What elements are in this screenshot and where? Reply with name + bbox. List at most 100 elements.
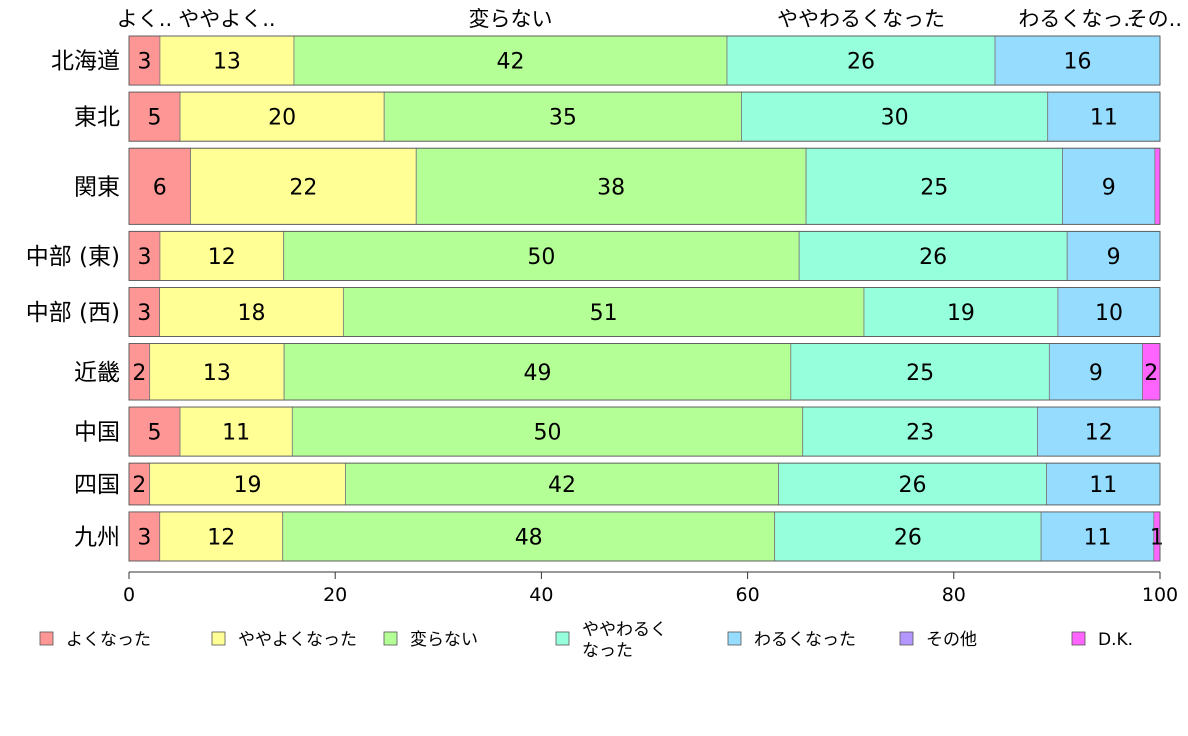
- data-label: 12: [207, 525, 235, 550]
- bar-frame: [128, 147, 1161, 225]
- bar-segment: [283, 343, 792, 401]
- category-label: 中部 (西): [26, 300, 120, 326]
- data-label: 30: [881, 106, 909, 131]
- legend-label: 変らない: [410, 630, 478, 650]
- x-tick-label: 80: [942, 584, 966, 606]
- data-label: 11: [222, 421, 250, 446]
- x-tick-label: 100: [1142, 584, 1178, 606]
- bar-frame: [128, 287, 1161, 337]
- bar-frame: [128, 91, 1161, 142]
- data-label: 11: [1083, 525, 1111, 550]
- bar-segment: [383, 91, 742, 142]
- data-label: 3: [137, 301, 151, 326]
- bar-segment: [1154, 147, 1161, 225]
- legend-swatch: [555, 631, 570, 646]
- data-label: 6: [153, 175, 167, 200]
- legend-label: D.K.: [1098, 630, 1133, 650]
- bar-segment: [798, 230, 1068, 281]
- data-label: 2: [132, 473, 146, 498]
- bar-segment: [190, 147, 417, 225]
- bar-segment: [1057, 287, 1161, 337]
- data-label: 35: [549, 106, 577, 131]
- data-label: 13: [213, 50, 241, 75]
- bar-segment: [128, 35, 161, 86]
- data-label: 12: [1085, 421, 1113, 446]
- legend-swatch: [727, 631, 742, 646]
- data-label: 1: [1150, 525, 1164, 550]
- data-label: 9: [1102, 175, 1116, 200]
- data-label: 50: [534, 421, 562, 446]
- x-tick-label: 40: [529, 584, 553, 606]
- data-label: 13: [203, 361, 231, 386]
- bar-segment: [179, 91, 385, 142]
- bar-segment: [1066, 230, 1161, 281]
- category-label: 中部 (東): [26, 244, 120, 270]
- bar-frame: [128, 230, 1161, 281]
- bar-segment: [726, 35, 996, 86]
- data-label: 5: [148, 106, 162, 131]
- bar-segment: [802, 406, 1038, 457]
- bar-segment: [994, 35, 1161, 86]
- bar-frame: [128, 35, 1161, 86]
- data-label: 38: [597, 175, 625, 200]
- data-label: 11: [1090, 106, 1118, 131]
- top-label: ややよく..: [178, 7, 275, 31]
- category-label: 四国: [74, 472, 120, 498]
- bar-segment: [1048, 343, 1143, 401]
- data-label: 51: [590, 301, 618, 326]
- legend-label: その他: [926, 630, 977, 650]
- bar-segment: [342, 287, 865, 337]
- data-label: 22: [289, 175, 317, 200]
- data-label: 3: [137, 525, 151, 550]
- data-label: 12: [208, 245, 236, 270]
- legend-swatch: [899, 631, 914, 646]
- bar-segment: [774, 511, 1042, 562]
- data-label: 2: [1144, 361, 1158, 386]
- bar-segment: [805, 147, 1063, 225]
- data-label: 26: [847, 50, 875, 75]
- legend-label: ややよくなった: [238, 630, 357, 650]
- data-label: 5: [148, 421, 162, 446]
- category-label: 関東: [74, 174, 120, 200]
- data-label: 50: [527, 245, 555, 270]
- data-label: 18: [237, 301, 265, 326]
- top-category-labels: よく.. ややよく.. 変らない ややわるくなった わるくなっ..その..: [117, 7, 1182, 31]
- legend-swatch: [211, 631, 226, 646]
- bar-frame: [128, 511, 1161, 562]
- data-label: 16: [1064, 50, 1092, 75]
- data-label: 42: [496, 50, 524, 75]
- data-label: 26: [899, 473, 927, 498]
- data-label: 19: [947, 301, 975, 326]
- data-label: 25: [906, 361, 934, 386]
- data-label: 26: [919, 245, 947, 270]
- data-label: 11: [1089, 473, 1117, 498]
- x-tick-label: 60: [736, 584, 760, 606]
- bar-segment: [1047, 91, 1161, 142]
- legend-swatch: [383, 631, 398, 646]
- bar-segment: [863, 287, 1059, 337]
- top-label: その..: [1127, 7, 1182, 31]
- data-label: 9: [1089, 361, 1103, 386]
- bar-segment: [291, 406, 804, 457]
- legend-swatch: [1071, 631, 1086, 646]
- legend: よくなった ややよくなった 変らない ややわるくなった わるくなった その他 D.K.: [39, 620, 1133, 661]
- legend-swatch: [39, 631, 54, 646]
- data-label: 19: [234, 473, 262, 498]
- category-label: 九州: [74, 524, 120, 550]
- data-label: 9: [1107, 245, 1121, 270]
- legend-label: ややわるく: [582, 620, 667, 640]
- data-label: 10: [1095, 301, 1123, 326]
- top-label: ややわるくなった: [777, 7, 945, 31]
- bar-segment: [159, 287, 344, 337]
- data-label: 25: [920, 175, 948, 200]
- data-label: 48: [515, 525, 543, 550]
- legend-label: わるくなった: [754, 630, 856, 650]
- data-label: 23: [906, 421, 934, 446]
- data-label: 49: [523, 361, 551, 386]
- bar-segment: [159, 511, 284, 562]
- category-label: 北海道: [51, 49, 120, 75]
- bar-segment: [790, 343, 1050, 401]
- bar-frame: [128, 343, 1161, 401]
